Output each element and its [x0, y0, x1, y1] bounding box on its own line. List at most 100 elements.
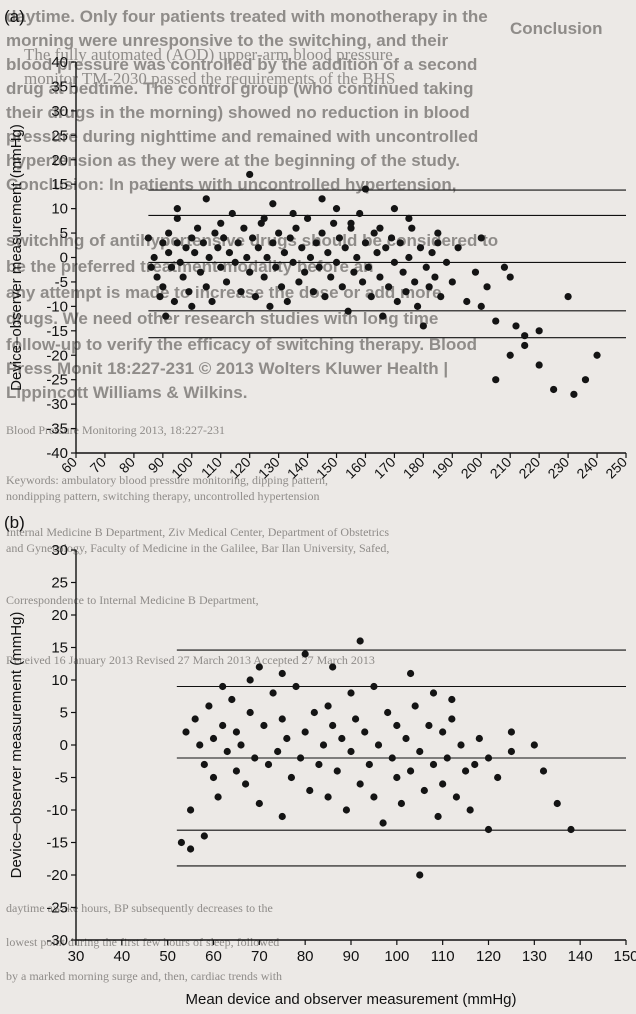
data-point: [425, 721, 433, 730]
background-line: Conclusion: In patients with uncontrolle…: [6, 175, 457, 194]
y-tick-label: -10: [46, 802, 68, 819]
data-point: [219, 721, 227, 730]
data-point: [335, 234, 344, 242]
background-line: follow-up to verify the efficacy of swit…: [6, 335, 477, 354]
data-point: [406, 669, 415, 678]
data-point: [483, 283, 491, 291]
data-point: [228, 695, 236, 704]
data-point: [248, 234, 257, 242]
background-line: and Gynecology, Faculty of Medicine in t…: [6, 541, 389, 555]
background-line: Conclusion: [510, 19, 603, 38]
y-tick-label: 0: [60, 737, 68, 754]
y-axis-label: Device–observer measurement (mmHg): [8, 124, 25, 391]
data-point: [384, 708, 392, 717]
background-line: daytime awake hours, BP subsequently dec…: [6, 901, 273, 915]
data-point: [191, 715, 199, 723]
data-point: [342, 806, 351, 814]
data-point: [278, 715, 286, 723]
data-point: [387, 234, 396, 242]
data-point: [448, 278, 456, 286]
data-point: [351, 715, 360, 723]
data-point: [356, 209, 364, 218]
data-point: [484, 754, 493, 762]
background-line: Press Monit 18:227-231 © 2013 Wolters Kl…: [6, 359, 448, 378]
data-point: [223, 747, 231, 756]
data-point: [379, 819, 387, 827]
data-point: [535, 361, 543, 369]
background-line: The fully automated (AOD) upper-arm bloo…: [24, 45, 393, 64]
data-point: [364, 263, 372, 271]
data-point: [278, 812, 286, 821]
data-point: [324, 249, 332, 257]
y-tick-label: 0: [60, 250, 68, 267]
data-point: [333, 767, 341, 775]
data-point: [454, 244, 462, 252]
data-point: [147, 263, 155, 271]
data-point: [338, 283, 346, 291]
data-point: [318, 229, 326, 237]
y-tick-label: 15: [51, 640, 68, 657]
data-point: [367, 293, 375, 301]
data-point: [442, 258, 451, 266]
x-tick-label: 90: [343, 948, 360, 965]
data-point: [186, 845, 195, 853]
data-point: [506, 273, 514, 281]
data-point: [512, 322, 520, 330]
data-point: [329, 663, 337, 671]
y-tick-label: -40: [46, 445, 68, 462]
y-tick-label: 35: [51, 78, 68, 95]
data-point: [330, 219, 338, 227]
y-tick-label: -30: [46, 932, 68, 949]
data-point: [177, 838, 186, 847]
data-point: [332, 205, 341, 213]
data-point: [289, 209, 297, 218]
background-line: their drugs in the morning) showed no re…: [6, 103, 470, 122]
data-point: [439, 728, 447, 736]
data-point: [399, 268, 407, 276]
data-point: [237, 741, 245, 749]
data-point: [301, 268, 309, 276]
data-point: [225, 249, 234, 257]
background-line: pressure during nighttime and remained w…: [6, 127, 478, 146]
data-point: [278, 669, 286, 678]
y-tick-label: -25: [46, 900, 68, 917]
data-point: [170, 297, 179, 306]
x-tick-label: 100: [384, 948, 409, 965]
data-point: [263, 253, 271, 262]
data-point: [405, 214, 413, 222]
data-point: [321, 293, 329, 301]
data-point: [269, 689, 277, 697]
data-point: [205, 253, 213, 262]
data-point: [539, 767, 548, 775]
data-point: [159, 283, 167, 291]
data-point: [220, 234, 228, 242]
data-point: [382, 244, 390, 252]
data-point: [188, 234, 196, 242]
data-point: [370, 793, 378, 801]
data-point: [356, 637, 364, 645]
data-point: [292, 224, 300, 232]
y-tick-label: 20: [51, 607, 68, 624]
data-point: [191, 249, 199, 257]
data-point: [186, 806, 195, 814]
data-point: [275, 229, 283, 237]
x-tick-label: 70: [251, 948, 268, 965]
y-tick-label: 30: [51, 542, 68, 559]
data-point: [393, 297, 401, 306]
data-point: [222, 278, 231, 286]
x-tick-label: 80: [116, 454, 138, 476]
data-point: [246, 268, 254, 276]
x-tick-label: 150: [613, 948, 636, 965]
data-point: [500, 263, 509, 271]
y-tick-label: 5: [60, 705, 68, 722]
data-point: [390, 258, 399, 266]
background-line: drug at bedtime. The control group (who …: [6, 79, 473, 98]
data-point: [448, 715, 456, 723]
data-point: [452, 793, 461, 801]
y-tick-label: -20: [46, 347, 68, 364]
data-point: [209, 773, 218, 782]
data-point: [312, 239, 320, 247]
data-point: [564, 293, 572, 301]
data-point: [260, 721, 268, 730]
data-point: [358, 278, 367, 286]
